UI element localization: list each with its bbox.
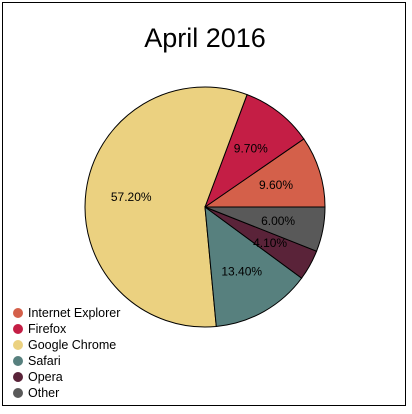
- legend-swatch: [13, 340, 23, 350]
- slice-label-google-chrome: 57.20%: [111, 190, 152, 204]
- legend-label: Firefox: [28, 322, 67, 336]
- pie-chart: 9.60% 9.70% 57.20% 13.40% 4.10% 6.00%: [84, 86, 326, 328]
- slice-label-other: 6.00%: [261, 214, 295, 228]
- pie-slice-other: [204, 206, 326, 252]
- slice-label-firefox: 9.70%: [234, 141, 268, 155]
- legend-item: Firefox: [13, 321, 120, 337]
- legend-item: Internet Explorer: [13, 305, 120, 321]
- legend-label: Other: [28, 386, 60, 400]
- legend-item: Safari: [13, 353, 120, 369]
- chart-title: April 2016: [144, 23, 266, 53]
- legend-swatch: [13, 388, 23, 398]
- legend-label: Opera: [28, 370, 63, 384]
- legend-label: Google Chrome: [28, 338, 117, 352]
- legend-swatch: [13, 356, 23, 366]
- pie-slice-safari: [204, 205, 303, 328]
- chart-frame: April 2016 9.60% 9.70% 57.20% 13.40% 4.10% 6.…: [2, 2, 406, 406]
- legend-item: Opera: [13, 369, 120, 385]
- slice-label-safari: 13.40%: [221, 265, 262, 279]
- slice-label-internet-explorer: 9.60%: [259, 178, 293, 192]
- legend-swatch: [13, 308, 23, 318]
- legend-swatch: [13, 324, 23, 334]
- legend-label: Internet Explorer: [28, 306, 121, 320]
- chart-legend: Internet Explorer Firefox Google Chrome Saf…: [13, 305, 120, 401]
- slice-label-opera: 4.10%: [253, 236, 287, 250]
- legend-item: Google Chrome: [13, 337, 120, 353]
- legend-label: Safari: [28, 354, 61, 368]
- legend-item: Other: [13, 385, 120, 401]
- pie-slice-google-chrome: [84, 86, 248, 328]
- legend-swatch: [13, 372, 23, 382]
- pie-slice-firefox: [203, 93, 305, 209]
